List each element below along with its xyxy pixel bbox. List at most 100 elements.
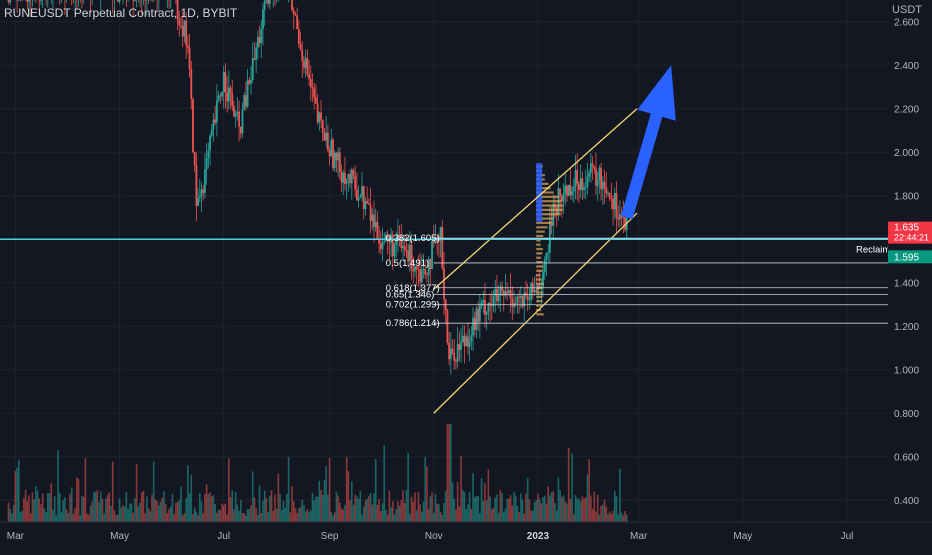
candle-body	[195, 165, 197, 206]
volume-bar	[501, 493, 503, 522]
volume-bar	[348, 471, 350, 522]
volume-bar	[525, 493, 527, 522]
volume-bar	[284, 508, 286, 522]
candle-body	[190, 69, 192, 99]
candle-body	[452, 349, 454, 353]
volume-bar	[477, 496, 479, 522]
candle-body	[306, 58, 308, 74]
volume-bar	[460, 456, 462, 522]
volume-bar	[583, 499, 585, 522]
volume-bar	[230, 497, 232, 522]
time-tick-label: 2023	[527, 531, 550, 542]
volume-bar	[272, 511, 274, 522]
volume-bar	[559, 490, 561, 522]
candle-body	[607, 193, 609, 194]
candle-body	[458, 344, 460, 350]
volume-bar	[580, 501, 582, 522]
candle-body	[267, 0, 269, 4]
volume-bar	[361, 515, 363, 522]
volume-bar	[406, 490, 408, 522]
time-tick-label: May	[733, 531, 752, 542]
candle-body	[236, 112, 238, 114]
volume-bar	[399, 506, 401, 522]
volume-bar	[337, 496, 339, 522]
candle-body	[604, 182, 606, 187]
volume-bar	[462, 490, 464, 522]
price-tick-label: 0.400	[894, 496, 919, 507]
candle-body	[569, 185, 571, 196]
candle-body	[180, 25, 182, 26]
volume-bar	[482, 501, 484, 522]
price-tick-label: 1.000	[894, 365, 919, 376]
candle-body	[230, 88, 232, 93]
volume-bar	[27, 501, 29, 522]
candle-body	[527, 295, 529, 300]
candle-body	[216, 101, 218, 123]
volume-bar	[522, 500, 524, 522]
candle-body	[318, 113, 320, 123]
price-tick-label: 0.800	[894, 409, 919, 420]
volume-profile-bar	[536, 296, 542, 298]
candle-body	[453, 353, 455, 361]
candle-body	[209, 136, 211, 151]
volume-bar	[390, 507, 392, 522]
volume-bar	[558, 477, 560, 522]
candle-body	[312, 87, 314, 88]
volume-bar	[380, 511, 382, 522]
candle-body	[518, 297, 520, 298]
volume-bar	[194, 508, 196, 522]
volume-bar	[624, 511, 626, 522]
candle-body	[587, 177, 589, 187]
volume-bar	[556, 510, 558, 522]
volume-bar	[237, 505, 239, 522]
price-tick-label: 0.600	[894, 452, 919, 463]
candle-body	[206, 158, 208, 169]
candle-body	[255, 48, 257, 60]
volume-bar	[329, 458, 331, 522]
volume-bar	[225, 504, 227, 522]
volume-profile-bar	[536, 270, 543, 272]
volume-bar	[291, 486, 293, 522]
candle-body	[117, 0, 119, 2]
volume-bar	[290, 512, 292, 522]
volume-bar	[573, 515, 575, 522]
volume-bar	[588, 459, 590, 522]
volume-bar	[317, 497, 319, 522]
price-axis-panel	[888, 0, 932, 550]
volume-bar	[105, 498, 107, 522]
volume-bar	[115, 515, 117, 522]
candle-body	[568, 185, 570, 196]
volume-bar	[144, 513, 146, 522]
volume-bar	[180, 487, 182, 522]
candle-body	[616, 193, 618, 217]
volume-bar	[506, 499, 508, 522]
candle-body	[460, 342, 462, 350]
candle-body	[8, 0, 10, 2]
volume-bar	[600, 506, 602, 522]
volume-bar	[293, 501, 295, 522]
volume-bar	[479, 513, 481, 522]
volume-bar	[211, 496, 213, 522]
volume-bar	[249, 509, 251, 522]
volume-bar	[61, 512, 63, 522]
volume-bar	[395, 509, 397, 522]
candle-body	[534, 290, 536, 292]
candle-body	[339, 152, 341, 172]
candle-body	[259, 37, 261, 43]
volume-bar	[9, 509, 11, 522]
volume-profile-highlight	[536, 163, 542, 222]
time-tick-label: Jul	[841, 531, 854, 542]
fib-label: 0.702(1.299)	[386, 300, 440, 311]
volume-bar	[226, 515, 228, 522]
volume-bar	[267, 512, 269, 522]
volume-bar	[11, 513, 13, 522]
volume-bar	[300, 507, 302, 522]
candle-body	[547, 253, 549, 254]
volume-bar	[301, 500, 303, 522]
candle-body	[593, 166, 595, 168]
volume-bar	[593, 492, 595, 522]
candle-body	[484, 300, 486, 315]
candle-body	[184, 21, 186, 37]
